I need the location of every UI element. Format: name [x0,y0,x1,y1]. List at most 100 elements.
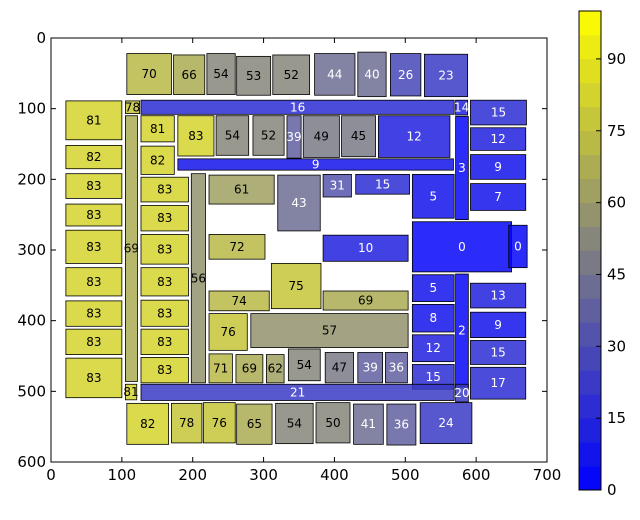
colorbar-segment [579,442,601,467]
cell-rect [140,145,175,175]
colorbar-segment [579,34,601,60]
chart-cell: 69 [235,354,264,384]
cell-value-label: 9 [312,157,320,171]
chart-cell: 83 [140,328,189,355]
cell-rect [208,353,233,384]
chart-cell: 8 [411,304,455,333]
cell-value-label: 62 [268,362,283,376]
chart-cell: 82 [126,402,170,445]
chart-cell: 82 [140,145,175,175]
colorbar-segment [579,418,601,443]
colorbar-segment [579,130,601,156]
cell-rect [386,403,417,446]
cell-value-label: 14 [454,101,469,115]
chart-cell: 47 [324,352,354,384]
chart-cell: 78 [171,402,203,444]
chart-cell: 39 [357,352,384,384]
chart-cell: 83 [140,176,189,203]
cell-value-label: 83 [157,242,172,256]
cell-value-label: 12 [406,130,421,144]
chart-cell: 12 [411,334,455,363]
cell-rect [508,224,528,269]
cell-rect [270,263,322,310]
colorbar-segment [579,298,601,323]
cell-value-label: 13 [490,289,505,303]
y-tick-label: 400 [17,312,46,330]
colorbar-frame [578,10,602,491]
cell-value-label: 0 [458,240,466,254]
cell-rect [470,154,527,180]
cell-rect [287,348,321,382]
cell-rect [140,357,189,384]
colorbar-tick-label: 90 [607,50,626,68]
cell-value-label: 83 [86,307,101,321]
chart-cell: 16 [140,99,455,115]
cell-rect [208,290,270,312]
chart-cell: 83 [65,328,123,355]
cell-rect [140,234,189,265]
cell-value-label: 69 [358,294,373,308]
cell-value-label: 75 [289,279,304,293]
chart-cell: 76 [202,402,236,444]
chart-cell: 43 [277,174,321,232]
colorbar-tick-label: 75 [607,122,626,140]
cell-rect [322,234,409,262]
cell-rect [140,176,189,203]
cell-rect [125,383,138,401]
cell-value-label: 82 [150,153,165,167]
y-tick-label: 100 [17,100,46,118]
y-tick-label: 300 [17,241,46,259]
chart-cell: 81 [65,100,123,141]
chart-cell: 15 [470,99,527,126]
chart-cell: 54 [206,53,236,95]
cell-value-label: 17 [490,376,505,390]
cell-value-label: 83 [86,240,101,254]
chart-cell: 9 [470,311,527,339]
chart-cell: 23 [424,53,469,98]
chart-cell: 83 [65,357,123,399]
cell-rect [125,100,140,115]
chart-cell: 83 [65,300,123,327]
colorbar-tick-label: 30 [607,337,626,355]
cell-rect [65,229,123,264]
cell-rect [235,354,264,384]
cell-rect [341,115,376,158]
cell-value-label: 31 [330,179,345,193]
cell-value-label: 5 [429,189,437,203]
chart-cell: 71 [208,353,233,384]
chart-cell: 9 [470,154,527,180]
cell-rect [236,403,273,445]
cell-value-label: 52 [284,68,299,82]
cell-rect [470,340,527,365]
cell-value-label: 83 [157,183,172,197]
cell-rect [266,354,285,384]
cell-value-label: 57 [322,324,337,338]
cell-rect [65,357,123,399]
chart-cell: 54 [215,115,250,156]
chart-cell: 56 [191,173,206,384]
chart-cell: 54 [275,402,314,445]
cell-rect [206,53,236,95]
y-tick-label: 600 [17,453,46,471]
cell-value-label: 2 [458,324,466,338]
cell-rect [215,115,250,156]
y-tick-label: 200 [17,170,46,188]
cell-value-label: 54 [297,358,312,372]
cell-rect [314,53,356,96]
cell-value-label: 83 [86,275,101,289]
cell-rect [322,290,409,311]
cell-value-label: 50 [325,416,340,430]
colorbar-segment [579,202,601,227]
cell-rect [250,313,409,348]
cell-rect [357,51,387,98]
cell-value-label: 56 [191,271,206,285]
cell-value-label: 10 [358,241,373,255]
cell-value-label: 69 [242,362,257,376]
cell-rect [171,402,203,444]
chart-cell: 76 [208,313,248,351]
x-tick-label: 500 [391,466,420,484]
cell-rect [208,234,266,260]
cell-value-label: 0 [514,239,522,253]
cell-rect [208,174,275,205]
